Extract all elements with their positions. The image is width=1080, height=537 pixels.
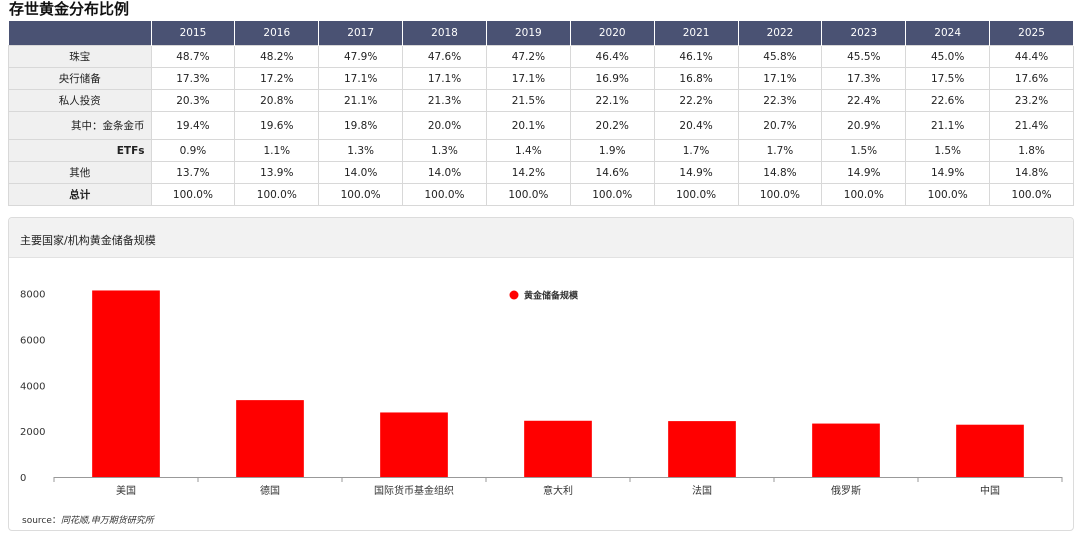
row-label: 央行储备 bbox=[8, 67, 152, 90]
table-cell: 100.0% bbox=[569, 183, 655, 206]
table-cell: 20.7% bbox=[737, 111, 823, 140]
table-row: 其中：金条金币 19.4% 19.6% 19.8% 20.0% 20.1% 20.2% 20.… bbox=[8, 111, 1074, 140]
table-cell: 20.3% bbox=[150, 89, 236, 112]
source-name: 同花顺,申万期货研究所 bbox=[60, 516, 154, 526]
table-cell: 100.0% bbox=[234, 183, 320, 206]
table-cell: 47.2% bbox=[485, 45, 571, 68]
table-cell: 20.1% bbox=[485, 111, 571, 140]
table-cell: 100.0% bbox=[905, 183, 991, 206]
source-label: source： bbox=[22, 516, 61, 526]
row-label: 总计 bbox=[8, 183, 152, 206]
chart-panel: 主要国家/机构黄金储备规模 bbox=[8, 217, 1074, 531]
table-cell: 17.1% bbox=[737, 67, 823, 90]
table-cell: 100.0% bbox=[485, 183, 571, 206]
year-header-2016: 2016 bbox=[234, 21, 320, 46]
table-cell: 16.8% bbox=[653, 67, 739, 90]
table-row: 央行储备 17.3% 17.2% 17.1% 17.1% 17.1% 16.9% 16.8% 1… bbox=[8, 67, 1074, 90]
table-row: ETFs 0.9% 1.1% 1.3% 1.3% 1.4% 1.9% 1.7% 1.7% 1.5%… bbox=[8, 139, 1074, 162]
chart-source: source：同花顺,申万期货研究所 bbox=[22, 513, 154, 526]
bar bbox=[524, 420, 592, 477]
table-cell: 100.0% bbox=[989, 183, 1074, 206]
x-tick-label: 美国 bbox=[116, 484, 136, 497]
y-tick-label: 2000 bbox=[20, 427, 45, 438]
row-label: ETFs bbox=[8, 139, 152, 162]
table-cell: 19.4% bbox=[150, 111, 236, 140]
table-cell: 17.5% bbox=[905, 67, 991, 90]
page-title: 存世黄金分布比例 bbox=[9, 0, 130, 18]
table-cell: 1.8% bbox=[989, 139, 1074, 162]
year-header-2025: 2025 bbox=[989, 21, 1074, 46]
table-cell: 17.1% bbox=[485, 67, 571, 90]
table-cell: 20.9% bbox=[821, 111, 907, 140]
bar bbox=[236, 400, 304, 477]
y-tick-label: 4000 bbox=[20, 381, 45, 392]
year-header-2020: 2020 bbox=[570, 21, 655, 46]
year-header-2023: 2023 bbox=[821, 21, 907, 46]
bar bbox=[956, 424, 1024, 477]
table-cell: 44.4% bbox=[989, 45, 1074, 68]
bar bbox=[380, 412, 448, 477]
year-header-2017: 2017 bbox=[318, 21, 404, 46]
y-tick-label: 6000 bbox=[20, 335, 45, 346]
chart-title: 主要国家/机构黄金储备规模 bbox=[20, 234, 156, 247]
x-tick-label: 俄罗斯 bbox=[831, 484, 861, 497]
table-cell: 45.8% bbox=[737, 45, 823, 68]
chart-panel-header bbox=[9, 218, 1073, 258]
year-header-2024: 2024 bbox=[905, 21, 991, 46]
year-header-2015: 2015 bbox=[151, 21, 236, 46]
table-cell: 100.0% bbox=[150, 183, 236, 206]
table-cell: 100.0% bbox=[737, 183, 823, 206]
table-cell: 46.1% bbox=[653, 45, 739, 68]
table-cell: 17.1% bbox=[402, 67, 487, 90]
bar bbox=[812, 423, 880, 477]
legend-marker bbox=[509, 290, 519, 300]
year-header-2018: 2018 bbox=[402, 21, 487, 46]
table-corner-cell bbox=[8, 21, 152, 46]
table-cell: 20.0% bbox=[402, 111, 487, 140]
table-cell: 100.0% bbox=[821, 183, 907, 206]
table-cell: 20.2% bbox=[569, 111, 655, 140]
table-row: 珠宝 48.7% 48.2% 47.9% 47.6% 47.2% 46.4% 46.1% 45.… bbox=[8, 45, 1074, 68]
table-row: 总计 100.0% 100.0% 100.0% 100.0% 100.0% 100.0% 10… bbox=[8, 183, 1074, 206]
table-cell: 14.9% bbox=[821, 161, 907, 184]
table-cell: 21.1% bbox=[905, 111, 991, 140]
gold-distribution-table: 2015 2016 2017 2018 2019 2020 2021 2022 2023 2024… bbox=[8, 21, 1074, 206]
table-row: 其他 13.7% 13.9% 14.0% 14.0% 14.2% 14.6% 14.9% 14.… bbox=[8, 161, 1074, 184]
bar bbox=[92, 290, 160, 477]
year-header-2022: 2022 bbox=[738, 21, 823, 46]
x-tick-label: 德国 bbox=[260, 484, 280, 497]
table-cell: 100.0% bbox=[318, 183, 404, 206]
y-tick-label: 8000 bbox=[20, 290, 45, 301]
table-header-row: 2015 2016 2017 2018 2019 2020 2021 2022 2023 2024… bbox=[8, 21, 1074, 46]
x-tick-label: 法国 bbox=[692, 484, 712, 497]
table-cell: 17.6% bbox=[989, 67, 1074, 90]
table-cell: 48.2% bbox=[234, 45, 320, 68]
row-label: 珠宝 bbox=[8, 45, 152, 68]
x-tick-label: 意大利 bbox=[543, 484, 573, 497]
x-tick-label: 中国 bbox=[980, 484, 1000, 497]
table-cell: 100.0% bbox=[653, 183, 739, 206]
year-header-2019: 2019 bbox=[486, 21, 571, 46]
table-cell: 21.5% bbox=[485, 89, 571, 112]
table-cell: 14.0% bbox=[318, 161, 404, 184]
table-cell: 20.4% bbox=[653, 111, 739, 140]
table-cell: 19.6% bbox=[234, 111, 320, 140]
year-header-2021: 2021 bbox=[654, 21, 739, 46]
legend-label: 黄金储备规模 bbox=[524, 290, 579, 302]
table-cell: 100.0% bbox=[402, 183, 487, 206]
bar bbox=[668, 421, 736, 477]
y-tick-label: 0 bbox=[20, 473, 26, 484]
table-body: 珠宝 48.7% 48.2% 47.9% 47.6% 47.2% 46.4% 46.1% 45.… bbox=[8, 45, 1074, 206]
x-tick-label: 国际货币基金组织 bbox=[374, 484, 454, 497]
